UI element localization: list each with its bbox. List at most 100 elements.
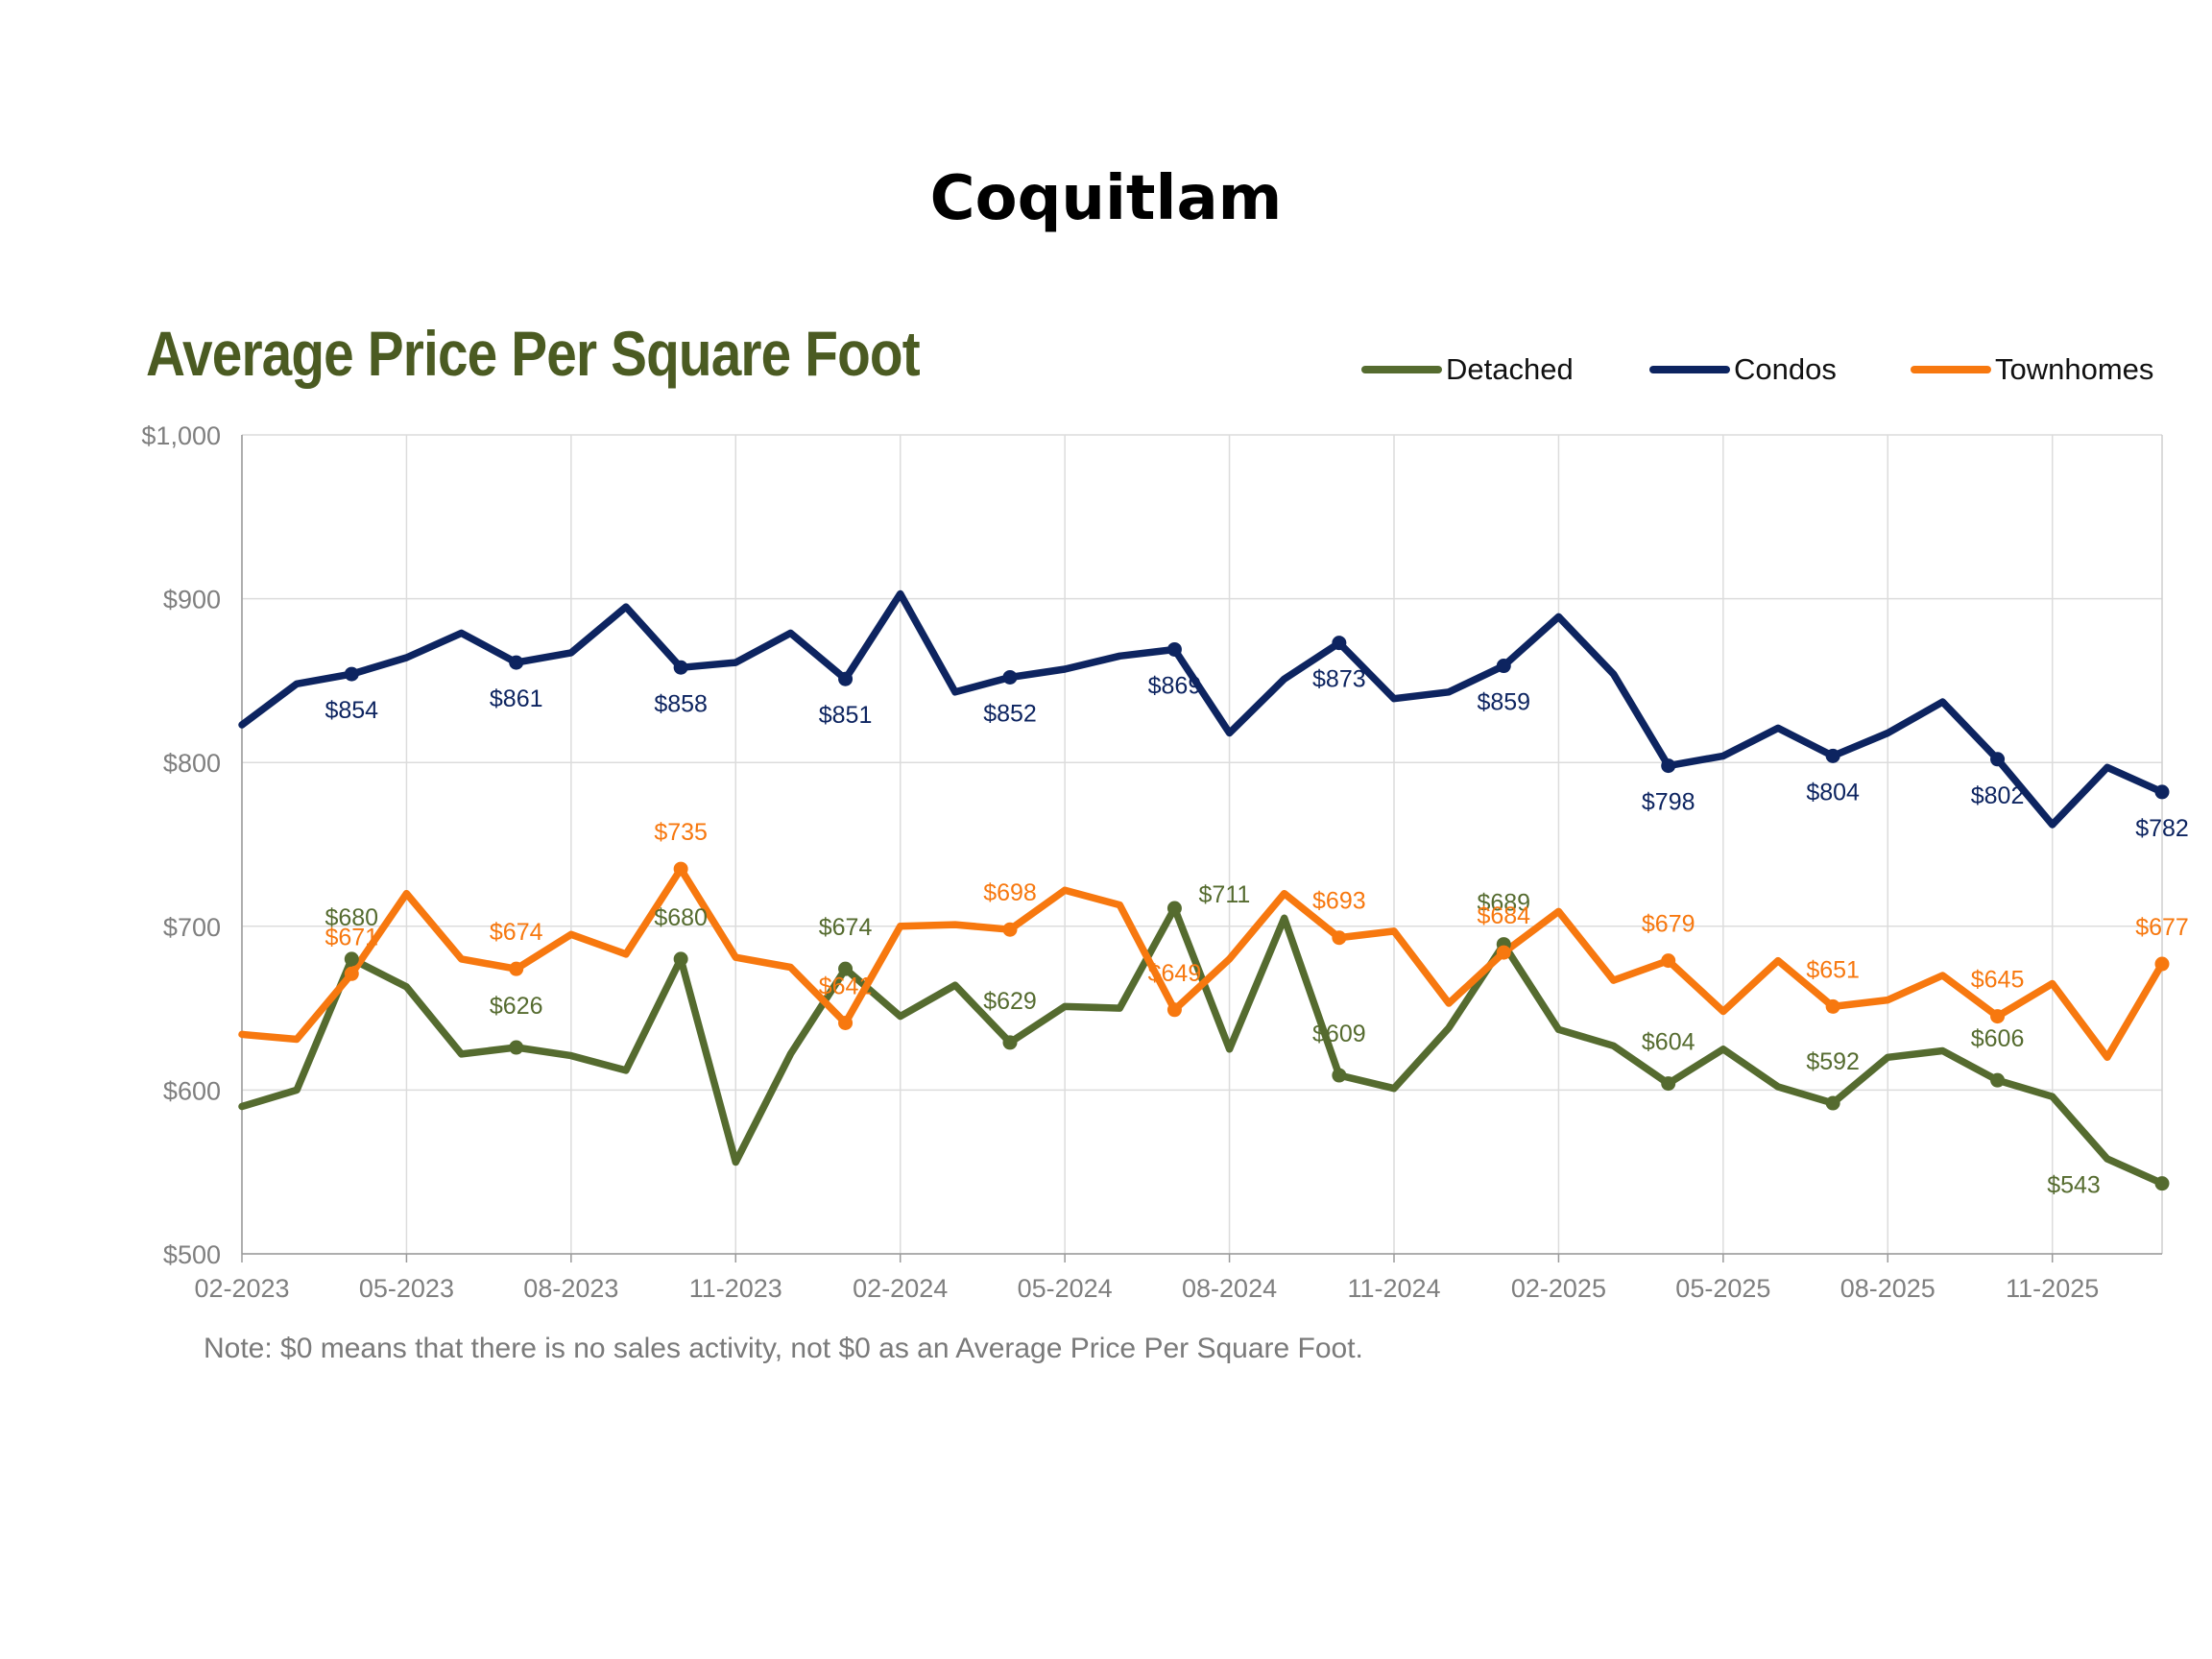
- data-point-detached: [2154, 1176, 2170, 1191]
- data-label-townhomes: $651: [1806, 956, 1860, 983]
- data-label-condos: $851: [819, 702, 873, 729]
- data-label-condos: $782: [2135, 815, 2189, 842]
- x-tick-label: 08-2024: [1182, 1274, 1277, 1303]
- y-tick-label: $600: [163, 1076, 221, 1105]
- data-point-townhomes: [1990, 1009, 2006, 1024]
- data-label-townhomes: $735: [654, 819, 708, 846]
- data-label-detached: $680: [325, 904, 378, 931]
- data-point-detached: [1002, 1035, 1018, 1050]
- data-point-condos: [1166, 641, 1182, 657]
- data-point-condos: [1496, 659, 1511, 674]
- data-label-condos: $798: [1642, 789, 1695, 816]
- x-tick-label: 05-2024: [1018, 1274, 1113, 1303]
- data-point-townhomes: [2154, 956, 2170, 972]
- legend-swatch-detached: [1361, 366, 1442, 373]
- data-point-townhomes: [344, 966, 359, 981]
- y-tick-label: $1,000: [141, 421, 221, 450]
- series-line-townhomes: [238, 865, 2166, 1062]
- data-label-townhomes: $649: [1148, 960, 1202, 987]
- data-point-townhomes: [1825, 998, 1840, 1014]
- data-point-townhomes: [1496, 945, 1511, 960]
- data-point-condos: [1002, 669, 1018, 685]
- data-label-detached: $674: [819, 914, 873, 941]
- legend-swatch-condos: [1649, 366, 1730, 373]
- legend-item-townhomes: Townhomes: [1911, 350, 2153, 389]
- x-tick-label: 05-2023: [359, 1274, 454, 1303]
- x-tick-label: 02-2023: [194, 1274, 289, 1303]
- legend-item-detached: Detached: [1361, 350, 1574, 389]
- data-label-condos: $869: [1148, 672, 1202, 699]
- data-label-townhomes: $693: [1312, 888, 1366, 915]
- data-point-detached: [1166, 901, 1182, 916]
- data-label-detached: $626: [490, 993, 543, 1020]
- legend-label-condos: Condos: [1734, 352, 1837, 386]
- data-point-detached: [344, 951, 359, 967]
- legend-label-townhomes: Townhomes: [1995, 352, 2154, 386]
- data-label-townhomes: $641: [819, 973, 873, 999]
- x-tick-label: 02-2025: [1511, 1274, 1606, 1303]
- data-label-condos: $861: [490, 685, 543, 712]
- data-point-condos: [838, 671, 854, 686]
- data-label-detached: $609: [1312, 1021, 1366, 1047]
- data-label-townhomes: $679: [1642, 911, 1695, 938]
- data-point-townhomes: [1002, 922, 1018, 937]
- y-tick-label: $900: [163, 586, 221, 614]
- data-label-townhomes: $671: [325, 924, 378, 950]
- series-line-detached: [238, 904, 2166, 1188]
- data-label-detached: $604: [1642, 1029, 1695, 1056]
- data-point-detached: [1990, 1072, 2006, 1088]
- data-label-condos: $858: [654, 690, 708, 717]
- data-point-detached: [1332, 1068, 1347, 1083]
- data-label-townhomes: $677: [2135, 914, 2189, 941]
- x-tick-label: 11-2025: [2006, 1274, 2099, 1303]
- x-tick-label: 11-2024: [1347, 1274, 1440, 1303]
- data-point-condos: [1990, 752, 2006, 767]
- data-point-townhomes: [1166, 1002, 1182, 1018]
- legend-item-condos: Condos: [1649, 350, 1837, 389]
- data-point-townhomes: [673, 861, 688, 877]
- data-label-condos: $802: [1971, 782, 2025, 809]
- data-point-townhomes: [509, 961, 524, 976]
- data-label-detached: $543: [2047, 1172, 2101, 1199]
- y-tick-label: $800: [163, 749, 221, 778]
- data-label-townhomes: $684: [1477, 902, 1530, 929]
- data-point-condos: [509, 655, 524, 670]
- data-label-detached: $689: [1477, 890, 1530, 917]
- x-tick-label: 02-2024: [853, 1274, 948, 1303]
- legend-swatch-townhomes: [1911, 366, 1991, 373]
- data-label-condos: $854: [325, 697, 378, 724]
- data-point-townhomes: [838, 1015, 854, 1030]
- data-label-detached: $629: [983, 988, 1037, 1015]
- data-point-condos: [1661, 758, 1676, 774]
- y-tick-label: $500: [163, 1240, 221, 1269]
- legend-label-detached: Detached: [1446, 352, 1574, 386]
- x-tick-label: 11-2023: [689, 1274, 782, 1303]
- chart-legend: Detached Condos Townhomes: [1361, 350, 2177, 389]
- x-tick-label: 08-2025: [1840, 1274, 1936, 1303]
- x-tick-label: 08-2023: [523, 1274, 618, 1303]
- data-label-condos: $852: [983, 700, 1037, 727]
- data-point-detached: [838, 961, 854, 976]
- data-point-condos: [673, 660, 688, 675]
- data-point-detached: [673, 951, 688, 967]
- data-point-detached: [1825, 1095, 1840, 1111]
- data-label-detached: $606: [1971, 1025, 2025, 1052]
- data-point-townhomes: [1661, 953, 1676, 969]
- chart-note: Note: $0 means that there is no sales ac…: [204, 1333, 1363, 1364]
- data-point-detached: [509, 1040, 524, 1055]
- chart-title: Average Price Per Square Foot: [146, 318, 921, 389]
- data-label-detached: $592: [1806, 1048, 1860, 1075]
- data-point-condos: [1825, 748, 1840, 763]
- data-point-condos: [2154, 784, 2170, 800]
- series-line-condos: [238, 589, 2166, 829]
- data-label-condos: $859: [1477, 689, 1530, 716]
- data-label-condos: $873: [1312, 666, 1366, 693]
- data-label-condos: $804: [1806, 779, 1860, 805]
- x-tick-label: 05-2025: [1675, 1274, 1770, 1303]
- data-label-detached: $711: [1199, 881, 1251, 908]
- data-point-townhomes: [1332, 930, 1347, 946]
- data-label-townhomes: $674: [490, 919, 543, 946]
- data-point-condos: [344, 666, 359, 682]
- data-label-townhomes: $645: [1971, 967, 2025, 994]
